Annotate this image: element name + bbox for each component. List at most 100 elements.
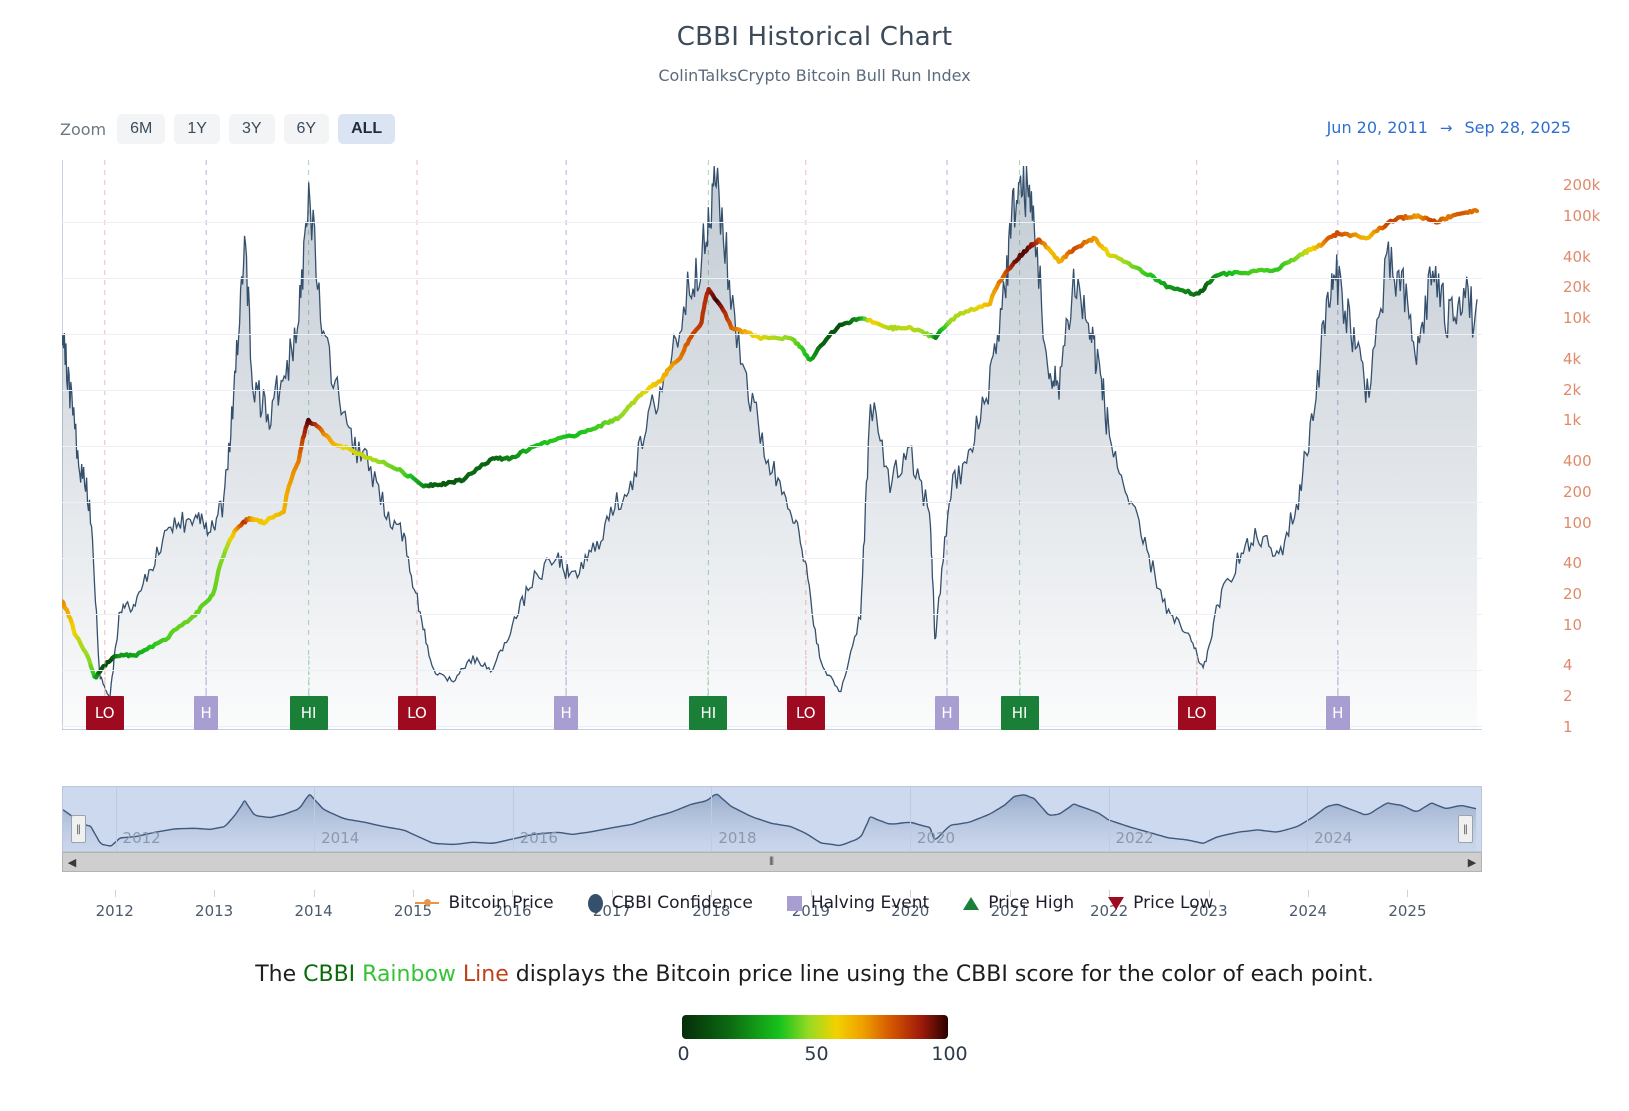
x-axis-tickmark bbox=[910, 890, 912, 897]
event-marker-hi[interactable]: HI bbox=[289, 696, 328, 730]
gridline bbox=[62, 334, 1482, 335]
chart-legend: Bitcoin Price CBBI Confidence Halving Ev… bbox=[0, 893, 1629, 913]
navigator-separator bbox=[512, 787, 514, 851]
colorbar-tick-label: 0 bbox=[677, 1043, 690, 1065]
x-axis-tickmark bbox=[810, 890, 812, 897]
date-range-end[interactable]: Sep 28, 2025 bbox=[1464, 118, 1572, 137]
gridline bbox=[62, 222, 1482, 223]
cbbi-confidence-line bbox=[62, 165, 1478, 700]
legend-item-price-low[interactable]: Price Low bbox=[1108, 893, 1214, 913]
range-navigator[interactable]: 2012 2014 2016 2018 2020 2022 2024 ‖ ‖ bbox=[62, 786, 1482, 852]
event-marker-lo[interactable]: LO bbox=[786, 696, 825, 730]
caption-lead: The bbox=[255, 962, 304, 987]
marker-stem bbox=[205, 656, 207, 696]
zoom-button-all[interactable]: ALL bbox=[338, 114, 396, 144]
legend-item-bitcoin-price[interactable]: Bitcoin Price bbox=[415, 893, 554, 913]
y-axis-right-tick: 200 bbox=[1563, 482, 1592, 501]
y-axis-right-tick: 40 bbox=[1563, 554, 1583, 573]
event-marker-h[interactable]: H bbox=[194, 696, 219, 730]
page-title: CBBI Historical Chart bbox=[676, 22, 953, 52]
event-marker-h[interactable]: H bbox=[1325, 696, 1350, 730]
colorbar-tick-label: 50 bbox=[804, 1043, 829, 1065]
x-axis-tickmark bbox=[1208, 890, 1210, 897]
navigator-year-label: 2014 bbox=[321, 829, 360, 847]
gridline bbox=[62, 446, 1482, 447]
main-plot[interactable]: 0102030405060708090 1241020401002004001k… bbox=[62, 160, 1600, 920]
legend-item-cbbi-confidence[interactable]: CBBI Confidence bbox=[587, 893, 753, 913]
y-axis-right-tick: 400 bbox=[1563, 452, 1592, 471]
navigator-handle-left[interactable]: ‖ bbox=[71, 815, 86, 843]
marker-stem bbox=[707, 656, 709, 696]
date-range-start[interactable]: Jun 20, 2011 bbox=[1326, 118, 1428, 137]
y-axis-right-tick: 4k bbox=[1563, 349, 1582, 368]
marker-stem bbox=[565, 656, 567, 696]
y-axis-right-tick: 20k bbox=[1563, 278, 1591, 297]
zoom-toolbar: Zoom 6M 1Y 3Y 6Y ALL bbox=[60, 114, 396, 144]
legend-item-price-high[interactable]: Price High bbox=[963, 893, 1074, 913]
marker-stem bbox=[308, 656, 310, 696]
x-axis-tick-label: 2014 bbox=[294, 902, 333, 920]
marker-stem bbox=[416, 656, 418, 696]
marker-stem bbox=[1196, 656, 1198, 696]
zoom-button-6m[interactable]: 6M bbox=[117, 114, 166, 144]
gridline bbox=[62, 502, 1482, 503]
event-marker-h[interactable]: H bbox=[554, 696, 579, 730]
x-axis-tickmark bbox=[313, 890, 315, 897]
event-marker-hi[interactable]: HI bbox=[689, 696, 728, 730]
y-axis-right-tick: 2k bbox=[1563, 380, 1582, 399]
y-axis-right-tick: 100k bbox=[1563, 206, 1601, 225]
caption-word-rainbow: Rainbow bbox=[355, 962, 456, 987]
marker-stem bbox=[1019, 656, 1021, 696]
event-marker-lo[interactable]: LO bbox=[398, 696, 436, 730]
legend-label: Halving Event bbox=[810, 893, 930, 913]
y-axis-right-tick: 200k bbox=[1563, 176, 1601, 195]
line-icon bbox=[415, 899, 440, 906]
zoom-button-6y[interactable]: 6Y bbox=[283, 114, 330, 144]
x-axis-tick-label: 2013 bbox=[195, 902, 234, 920]
navigator-year-label: 2020 bbox=[916, 829, 956, 847]
event-marker-hi[interactable]: HI bbox=[1000, 696, 1039, 730]
navigator-canvas bbox=[63, 793, 1477, 851]
scroll-left-icon[interactable]: ◀ bbox=[67, 855, 77, 869]
bitcoin-price-rainbow-line bbox=[62, 208, 1480, 680]
event-marker-lo[interactable]: LO bbox=[85, 696, 124, 730]
gridline bbox=[62, 278, 1482, 279]
y-axis-right-tick: 20 bbox=[1563, 585, 1583, 604]
navigator-separator bbox=[910, 787, 912, 851]
navigator-handle-right[interactable]: ‖ bbox=[1458, 815, 1473, 843]
caption-word-cbbi: CBBI bbox=[303, 962, 356, 987]
scrollbar-grip[interactable]: ⦀ bbox=[769, 855, 775, 868]
cbbi-confidence-area bbox=[62, 166, 1478, 730]
gridline bbox=[62, 670, 1482, 671]
gridline bbox=[62, 558, 1482, 559]
y-axis-right-tick: 4 bbox=[1563, 656, 1573, 675]
legend-item-halving-event[interactable]: Halving Event bbox=[786, 893, 930, 913]
scroll-right-icon[interactable]: ▶ bbox=[1467, 855, 1477, 869]
zoom-button-3y[interactable]: 3Y bbox=[228, 114, 275, 144]
x-axis-tickmark bbox=[1307, 890, 1309, 897]
event-marker-h[interactable]: H bbox=[935, 696, 959, 730]
navigator-separator bbox=[314, 787, 316, 851]
legend-label: Bitcoin Price bbox=[448, 893, 554, 913]
cbbi-colorbar bbox=[681, 1015, 948, 1039]
x-axis-tick-label: 2024 bbox=[1288, 902, 1328, 920]
x-axis-tick-label: 2021 bbox=[990, 902, 1029, 920]
plot-canvas bbox=[62, 160, 1480, 730]
horizontal-scrollbar[interactable]: ◀ ⦀ ▶ bbox=[62, 852, 1482, 872]
zoom-button-1y[interactable]: 1Y bbox=[174, 114, 220, 144]
colorbar-tick-label: 100 bbox=[931, 1043, 968, 1065]
caption-tail: displays the Bitcoin price line using th… bbox=[508, 962, 1374, 987]
y-axis-right-tick: 2 bbox=[1563, 687, 1573, 706]
y-axis-right-tick: 1 bbox=[1563, 718, 1573, 736]
y-axis-right-tick: 100 bbox=[1563, 513, 1592, 532]
x-axis-tick-label: 2015 bbox=[393, 902, 433, 920]
triangle-up-icon bbox=[963, 896, 980, 910]
navigator-year-label: 2022 bbox=[1115, 829, 1154, 847]
x-axis-tickmark bbox=[1109, 890, 1111, 897]
navigator-year-label: 2024 bbox=[1314, 829, 1353, 847]
arrow-right-icon: → bbox=[1439, 118, 1453, 137]
event-marker-lo[interactable]: LO bbox=[1177, 696, 1216, 730]
y-axis-right-tick: 10k bbox=[1563, 309, 1591, 328]
x-axis-tickmark bbox=[1407, 890, 1409, 897]
